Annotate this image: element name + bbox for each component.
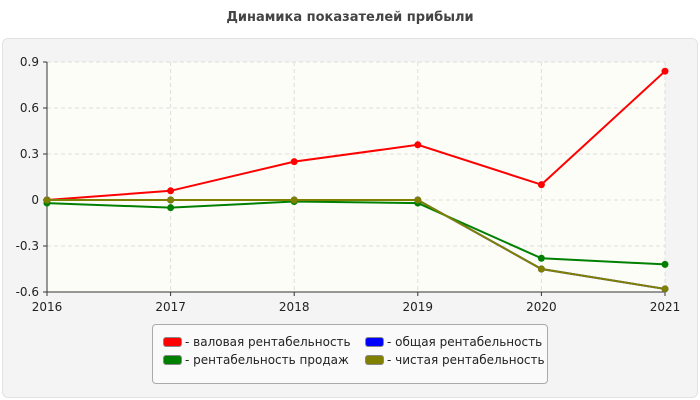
x-tick-label: 2016 [32,300,63,314]
legend-label: - рентабельность продаж [185,353,349,367]
x-tick-label: 2018 [279,300,310,314]
legend-item-total: - общая рентабельность [365,335,542,349]
data-point [661,285,669,293]
data-point [414,141,422,149]
data-point [290,158,298,166]
x-tick-label: 2017 [155,300,186,314]
legend-label: - чистая рентабельность [387,353,545,367]
data-point [661,67,669,75]
y-tick-label: -0.3 [16,239,39,253]
data-point [167,204,175,212]
y-tick-label: -0.6 [16,285,39,299]
data-point [537,181,545,189]
legend-label: - валовая рентабельность [185,335,351,349]
data-point [537,254,545,262]
x-tick-label: 2019 [403,300,434,314]
legend-item-sales: - рентабельность продаж [163,353,349,367]
legend-swatch [365,337,384,347]
x-tick-label: 2020 [526,300,557,314]
chart-title: Динамика показателей прибыли [226,10,474,25]
data-point [167,187,175,195]
series-line [47,199,666,290]
y-tick-label: 0.9 [20,55,39,69]
data-point [167,196,175,204]
legend-label: - общая рентабельность [387,335,543,349]
y-tick-label: 0 [31,193,39,207]
legend-swatch [163,355,182,365]
series-line [46,200,666,266]
legend-swatch [163,337,182,347]
data-point [537,265,545,273]
legend-item-net: - чистая рентабельность [365,353,545,367]
data-point [290,196,298,204]
y-tick-label: 0.3 [20,147,39,161]
data-point [43,196,51,204]
x-tick-label: 2021 [650,300,681,314]
y-tick-label: 0.6 [20,101,39,115]
legend-swatch [365,355,384,365]
data-point [414,196,422,204]
series-line [46,70,666,201]
plot-area [47,62,665,292]
data-point [661,260,669,268]
legend-item-gross: - валовая рентабельность [163,335,351,349]
legend: - валовая рентабельность - общая рентабе… [152,324,548,384]
